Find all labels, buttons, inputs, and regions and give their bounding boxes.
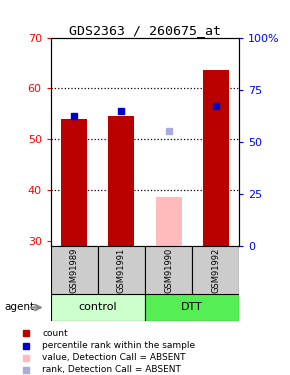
Text: control: control	[79, 303, 117, 312]
Bar	[145, 294, 239, 321]
Bar	[192, 246, 239, 294]
Bar	[98, 246, 145, 294]
Text: GDS2363 / 260675_at: GDS2363 / 260675_at	[69, 24, 221, 38]
Text: percentile rank within the sample: percentile rank within the sample	[42, 341, 195, 350]
Text: value, Detection Call = ABSENT: value, Detection Call = ABSENT	[42, 353, 186, 362]
Text: DTT: DTT	[181, 303, 203, 312]
Text: GSM91991: GSM91991	[117, 248, 126, 292]
Bar	[156, 197, 182, 246]
Text: GSM91992: GSM91992	[211, 248, 220, 292]
Bar	[51, 246, 98, 294]
Bar	[51, 294, 145, 321]
Bar	[203, 70, 229, 246]
Bar	[61, 119, 87, 246]
Bar	[108, 116, 134, 246]
Text: GSM91990: GSM91990	[164, 248, 173, 292]
Text: rank, Detection Call = ABSENT: rank, Detection Call = ABSENT	[42, 365, 181, 374]
Bar	[145, 246, 192, 294]
Text: GSM91989: GSM91989	[70, 248, 79, 292]
Text: agent: agent	[4, 303, 34, 312]
Text: count: count	[42, 329, 68, 338]
